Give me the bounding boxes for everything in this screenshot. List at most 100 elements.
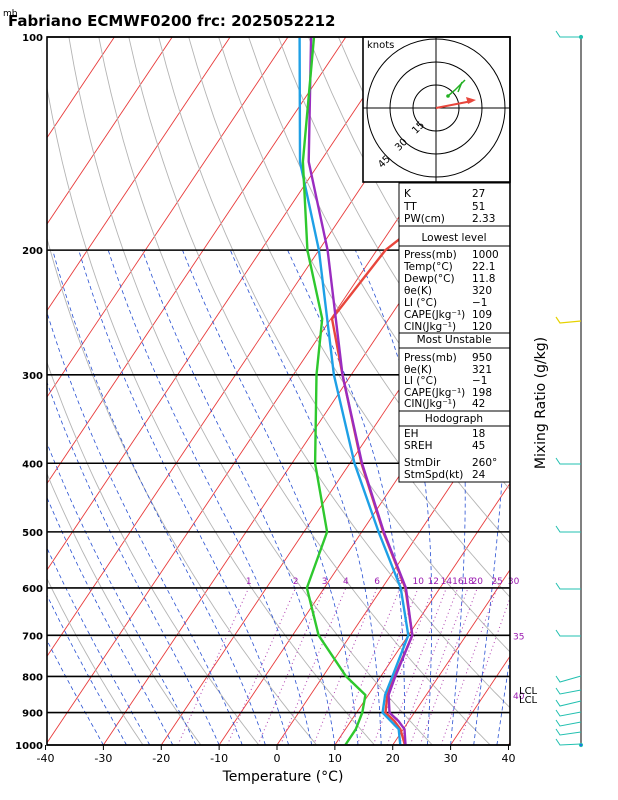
- isotherm-line: [276, 396, 510, 745]
- lowest-press-label: Press(mb): [404, 249, 457, 261]
- wind-barb-600: [555, 582, 581, 590]
- moist-adiabat: [47, 311, 243, 745]
- lowest-dewp-value: 11.8: [472, 273, 495, 285]
- lowest-theta-label: θe(K): [404, 285, 432, 297]
- index-pw-label: PW(cm): [404, 213, 445, 225]
- dry-adiabat: [47, 577, 144, 745]
- wind-barb-1000: [555, 738, 582, 746]
- lowest-temp-value: 22.1: [472, 261, 495, 273]
- mixing-ratio-line: [177, 587, 250, 745]
- wind-barb-250: [555, 316, 582, 324]
- pressure-tick-label: 100: [22, 33, 43, 44]
- moist-adiabat: [229, 249, 382, 745]
- mixing-ratio-label: 12: [428, 577, 439, 587]
- lowest-press-value: 1000: [472, 249, 499, 261]
- dry-adiabat: [218, 37, 510, 544]
- most-unstable-header: Most Unstable: [417, 334, 492, 346]
- pressure-tick-label: 400: [22, 459, 43, 470]
- x-tick-label: 20: [386, 752, 400, 765]
- wind-barb-825: [555, 687, 582, 695]
- hodo-eh-label: EH: [404, 428, 419, 440]
- x-tick-label: -40: [37, 752, 55, 765]
- mixing-ratio-label: 18: [462, 577, 474, 587]
- wind-barb-800: [555, 675, 582, 683]
- lowest-theta-value: 320: [472, 285, 492, 297]
- indices-panel: K 27 TT 51 PW(cm) 2.33 Lowest level Pres…: [398, 182, 511, 483]
- hodograph-point: [446, 94, 450, 98]
- pressure-tick-label: 600: [22, 584, 43, 595]
- storm-motion-arrowhead: [466, 97, 476, 104]
- index-k-value: 27: [472, 188, 485, 200]
- hodo-stmspd-label: StmSpd(kt): [404, 469, 463, 481]
- unstable-li-value: −1: [472, 375, 487, 387]
- wind-barbs: [555, 30, 584, 748]
- moist-adiabat: [47, 594, 127, 745]
- dry-adiabat: [188, 37, 510, 598]
- dry-adiabat: [47, 237, 317, 745]
- isotherm-line: [47, 37, 347, 485]
- chart-title: Fabriano ECMWF0200 frc: 2025052212: [8, 12, 335, 30]
- dry-adiabat: [248, 37, 510, 491]
- hodo-stmdir-value: 260°: [472, 457, 497, 469]
- hodograph-trace-green: [447, 79, 466, 97]
- profile-line-1: [307, 37, 414, 745]
- wind-barb-dot-1000: [578, 742, 584, 748]
- mixing-ratio-label: 20: [472, 577, 484, 587]
- isotherm-line: [160, 223, 510, 745]
- unstable-press-label: Press(mb): [404, 352, 457, 364]
- x-axis-label: Temperature (°C): [222, 769, 344, 785]
- unstable-theta-label: θe(K): [404, 364, 432, 376]
- mixing-ratio-label: 16: [452, 577, 464, 587]
- pressure-tick-label: 200: [22, 246, 43, 257]
- unstable-theta-value: 321: [472, 364, 492, 376]
- x-axis-ticks: -40 -30 -20 -10 0 10 20 30 40: [37, 745, 515, 765]
- dry-adiabat: [47, 472, 202, 745]
- moist-adiabat: [52, 249, 266, 745]
- profile-line-3: [301, 37, 367, 745]
- wind-barb-900: [555, 719, 582, 727]
- x-tick-label: -10: [210, 752, 228, 765]
- unstable-cape-value: 198: [472, 387, 492, 399]
- isotherm-line: [47, 37, 289, 398]
- x-tick-label: 0: [274, 752, 281, 765]
- lowest-cin-label: CIN(Jkg⁻¹): [404, 321, 456, 333]
- index-k-label: K: [404, 188, 412, 200]
- x-tick-label: -20: [152, 752, 170, 765]
- pressure-tick-label: 800: [22, 672, 43, 683]
- wind-barb-500: [555, 525, 581, 533]
- isotherm-line: [508, 741, 510, 745]
- index-pw-value: 2.33: [472, 213, 495, 225]
- x-tick-label: 30: [444, 752, 458, 765]
- x-tick-label: 10: [328, 752, 342, 765]
- isotherm-line: [47, 37, 405, 571]
- mixing-ratio-label: 14: [441, 577, 453, 587]
- mixing-ratio-label: 8: [397, 577, 403, 587]
- pressure-tick-label: 1000: [15, 741, 43, 752]
- hodo-sreh-value: 45: [472, 440, 485, 452]
- unstable-cape-label: CAPE(Jkg⁻¹): [404, 387, 465, 399]
- mixing-ratio-label: 3: [322, 577, 328, 587]
- mixing-ratio-label: 30: [508, 577, 520, 587]
- hodograph-units: knots: [367, 40, 394, 51]
- x-tick-label: -30: [94, 752, 112, 765]
- hodograph-trace-green-2: [457, 81, 463, 93]
- isotherm-line: [392, 569, 510, 745]
- wind-barb-875: [555, 709, 582, 717]
- lcl-label-1: LCL: [519, 686, 538, 697]
- unstable-cin-value: 42: [472, 398, 485, 410]
- lowest-li-label: LI (°C): [404, 297, 437, 309]
- index-tt-value: 51: [472, 201, 485, 213]
- wind-barb-100: [555, 30, 581, 38]
- mixing-ratio-label: 10: [412, 577, 424, 587]
- lowest-li-value: −1: [472, 297, 487, 309]
- lowest-temp-label: Temp(°C): [403, 261, 453, 273]
- isotherm-line: [566, 37, 618, 745]
- wind-barb-400: [555, 457, 581, 465]
- pressure-tick-label: 300: [22, 371, 43, 382]
- moist-adiabat: [496, 654, 510, 745]
- mixing-ratio-label: 4: [343, 577, 349, 587]
- isotherm-line: [47, 37, 173, 225]
- mixing-ratio-label: 6: [374, 577, 380, 587]
